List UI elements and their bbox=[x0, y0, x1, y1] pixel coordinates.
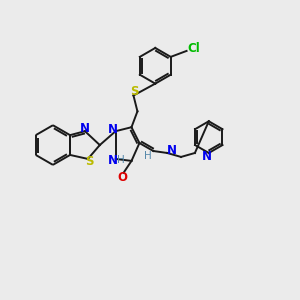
Text: N: N bbox=[167, 145, 177, 158]
Text: O: O bbox=[118, 171, 128, 184]
Text: Cl: Cl bbox=[187, 42, 200, 56]
Text: S: S bbox=[130, 85, 139, 98]
Text: N: N bbox=[108, 123, 118, 136]
Text: N: N bbox=[80, 122, 90, 135]
Text: H: H bbox=[145, 151, 152, 161]
Text: S: S bbox=[85, 155, 93, 168]
Text: H: H bbox=[117, 155, 124, 165]
Text: N: N bbox=[108, 154, 118, 167]
Text: N: N bbox=[202, 150, 212, 164]
